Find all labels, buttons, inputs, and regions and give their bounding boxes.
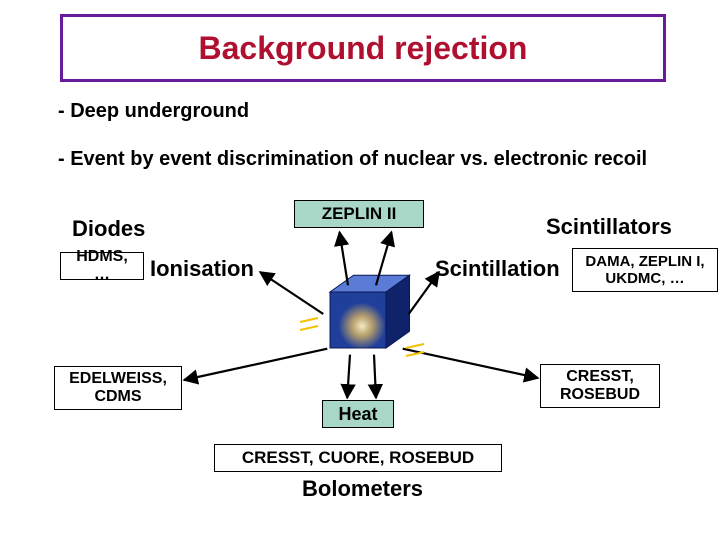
diagram-svg (0, 0, 720, 540)
